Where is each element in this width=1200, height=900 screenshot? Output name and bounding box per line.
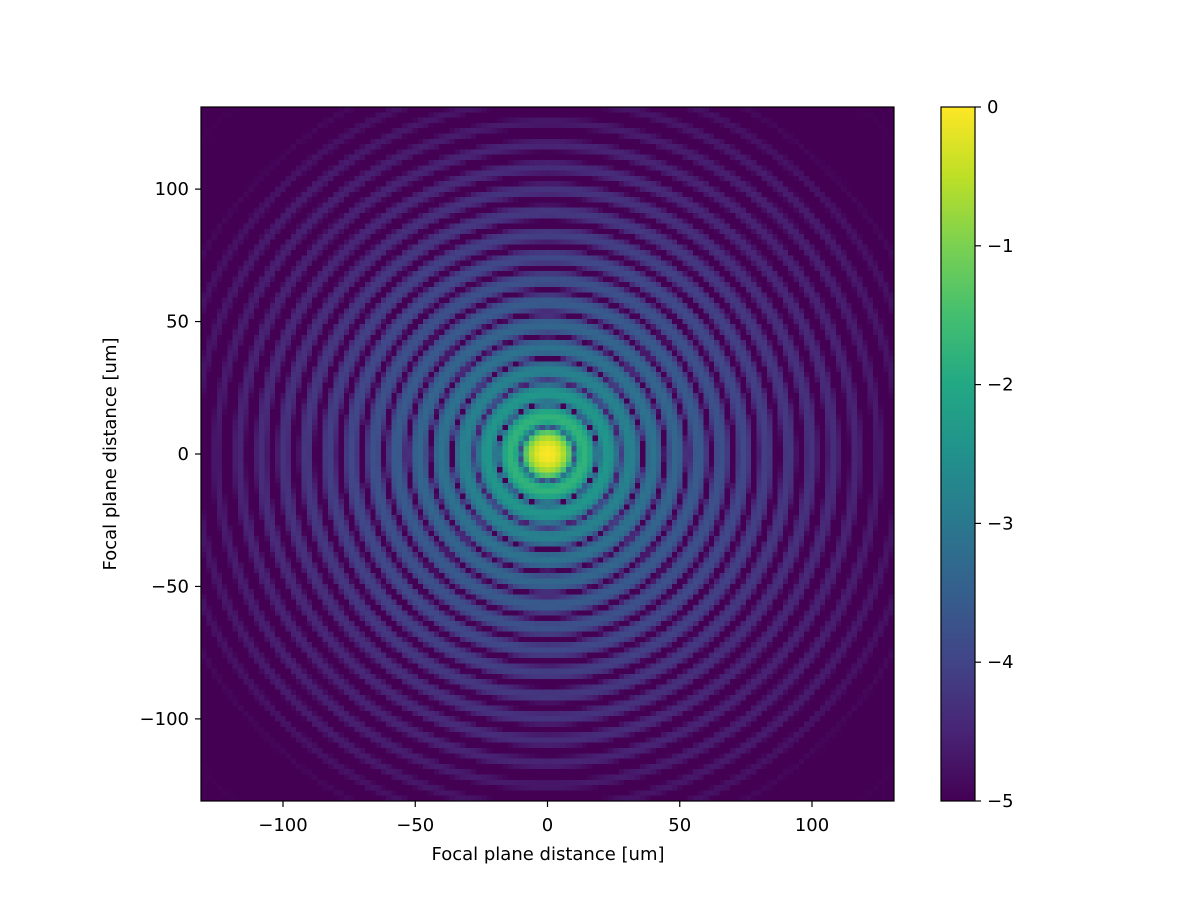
x-axis-label: Focal plane distance [um] xyxy=(431,844,664,865)
colorbar-tick-label: −3 xyxy=(987,513,1014,534)
colorbar-gradient xyxy=(941,107,975,801)
y-axis-label: Focal plane distance [um] xyxy=(100,337,121,570)
x-tick-label: −100 xyxy=(258,815,307,836)
colorbar-frame xyxy=(940,106,976,802)
y-axis: −100 −50 0 50 100 xyxy=(140,179,201,730)
x-tick-label: −50 xyxy=(396,815,434,836)
y-tick-label: −50 xyxy=(151,576,189,597)
x-tick-label: 50 xyxy=(668,815,691,836)
heatmap-image xyxy=(201,107,894,801)
y-tick-label: 100 xyxy=(155,179,189,200)
colorbar: 0 −1 −2 −3 −4 −5 xyxy=(940,97,1014,812)
heatmap xyxy=(201,107,894,801)
y-tick-label: 50 xyxy=(166,312,189,333)
y-tick-label: 0 xyxy=(178,444,189,465)
colorbar-tick-label: −2 xyxy=(987,375,1014,396)
y-tick-label: −100 xyxy=(140,709,189,730)
x-axis: −100 −50 0 50 100 xyxy=(258,801,829,836)
colorbar-ticks: 0 −1 −2 −3 −4 −5 xyxy=(975,97,1014,812)
colorbar-tick-label: −5 xyxy=(987,791,1014,812)
colorbar-tick-label: 0 xyxy=(987,97,998,118)
x-tick-label: 0 xyxy=(542,815,553,836)
x-tick-label: 100 xyxy=(795,815,829,836)
colorbar-tick-label: −1 xyxy=(987,236,1014,257)
colorbar-tick-label: −4 xyxy=(987,652,1014,673)
